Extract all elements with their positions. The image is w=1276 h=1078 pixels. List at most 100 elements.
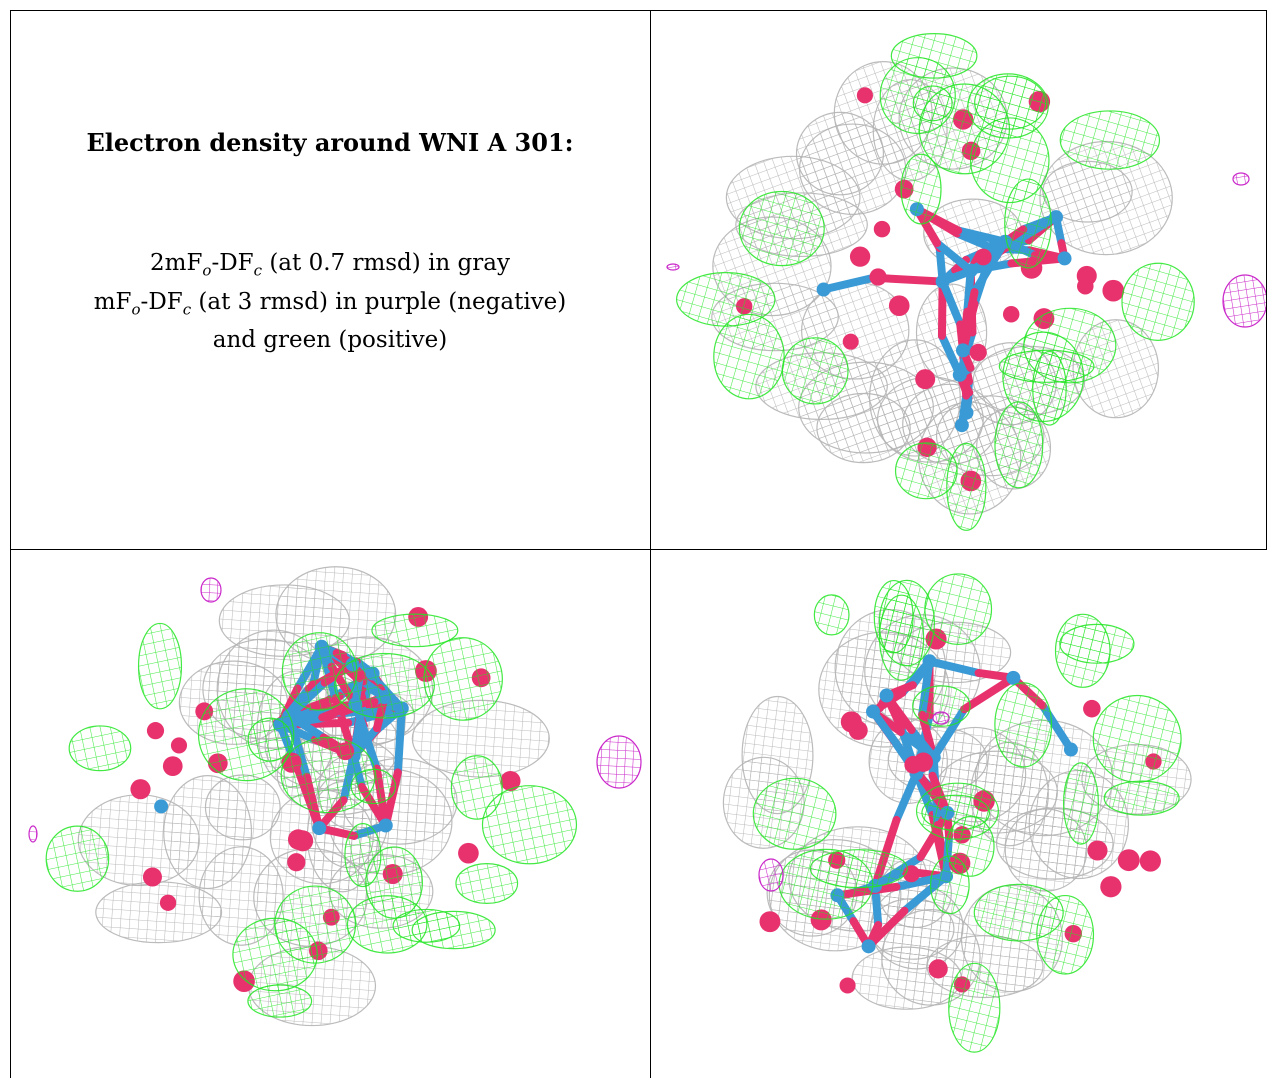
bond [954,226,1010,246]
density-blob [1121,262,1195,341]
density-blob [200,577,222,603]
oxygen-atom [888,295,910,317]
density-blob [1004,178,1052,269]
density-view-bottom-left [11,550,650,1078]
tungsten-atom [312,821,327,836]
density-blob [666,263,680,271]
tungsten-atom [935,274,950,289]
oxygen-atom [1139,850,1161,872]
density-blob [68,725,132,772]
density-blob [894,442,958,500]
density-blob [45,825,110,892]
caption-line-green: and green (positive) [212,327,448,354]
density-image-top-right [666,33,1266,531]
density-blob [28,825,38,843]
density-blob [738,190,825,267]
bond [960,673,1018,714]
bond [958,288,979,355]
density-view-bottom-right [651,550,1266,1078]
density-blob [1103,780,1180,816]
density-blob [334,652,435,719]
density-blob [455,863,519,905]
oxygen-atom [856,87,873,104]
density-blob [137,622,183,710]
density-blob [450,755,503,820]
tungsten-atom [922,654,937,669]
density-blob [596,735,642,789]
density-blob [1059,110,1161,170]
bond [933,239,975,275]
tungsten-atom [378,818,393,833]
density-blob [365,846,423,919]
bond [882,691,916,734]
tungsten-atom [955,343,970,358]
oxygen-atom [848,720,868,740]
density-image-bottom-left [28,566,642,1027]
oxygen-atom [1087,840,1108,861]
density-blob [890,33,978,79]
bond [869,707,917,770]
density-blob [994,682,1053,768]
density-blob [758,858,784,892]
caption-title: Electron density around WNI A 301: [86,128,574,157]
tungsten-atom [959,405,974,420]
density-blob [900,153,942,225]
oxygen-atom [170,737,188,754]
density-image-bottom-right [722,573,1192,1053]
density-blob [973,883,1064,942]
density-blob [1062,762,1099,845]
density-blob [392,908,461,943]
bond [864,906,909,951]
density-blob [95,881,223,944]
density-blob [912,85,953,122]
bond [819,273,878,294]
oxygen-atom [146,722,165,740]
density-blob [1222,274,1266,328]
oxygen-atom [287,853,306,872]
tungsten-atom [1057,251,1072,266]
oxygen-atom [873,220,891,238]
density-view-top-right [651,11,1266,549]
oxygen-atom [142,867,162,887]
oxygen-atom [915,369,936,390]
tungsten-atom [1048,210,1063,225]
oxygen-atom [839,977,856,994]
density-blob [274,885,357,964]
oxygen-atom [1102,279,1125,302]
density-blob [924,573,993,645]
density-blob [752,777,837,850]
tungsten-atom [954,418,969,433]
bond [351,700,381,773]
oxygen-atom [1083,699,1101,718]
tungsten-atom [963,263,978,278]
table-top-rule [10,10,1266,11]
oxygen-atom [162,756,183,777]
table-middle-rule [650,10,651,1078]
density-blob [813,594,850,636]
bond [937,331,964,379]
density-blob [778,848,874,920]
bond [970,237,1010,297]
oxygen-atom [1100,876,1122,898]
bond [938,277,965,329]
caption-line-2mfo: 2mFo-DFc (at 0.7 rmsd) in gray [150,250,510,280]
oxygen-atom [869,268,887,286]
caption-line-mfo: mFo-DFc (at 3 rmsd) in purple (negative) [93,288,567,319]
oxygen-atom [1002,305,1020,323]
bond [925,657,983,677]
density-blob [1092,694,1182,783]
caption-cell: Electron density around WNI A 301: 2mFo-… [10,0,650,540]
tungsten-atom [952,367,967,382]
tungsten-atom [1006,670,1021,685]
density-blob [371,613,459,648]
oxygen-atom [292,830,314,852]
density-blob [1054,613,1111,688]
bond [892,769,921,824]
density-blob [1002,331,1085,423]
table-row-rule [10,549,1266,550]
density-blob [481,785,578,865]
tungsten-atom [866,704,881,719]
tungsten-atom [1063,742,1078,757]
tungsten-atom [816,282,831,297]
density-blob [713,313,785,400]
